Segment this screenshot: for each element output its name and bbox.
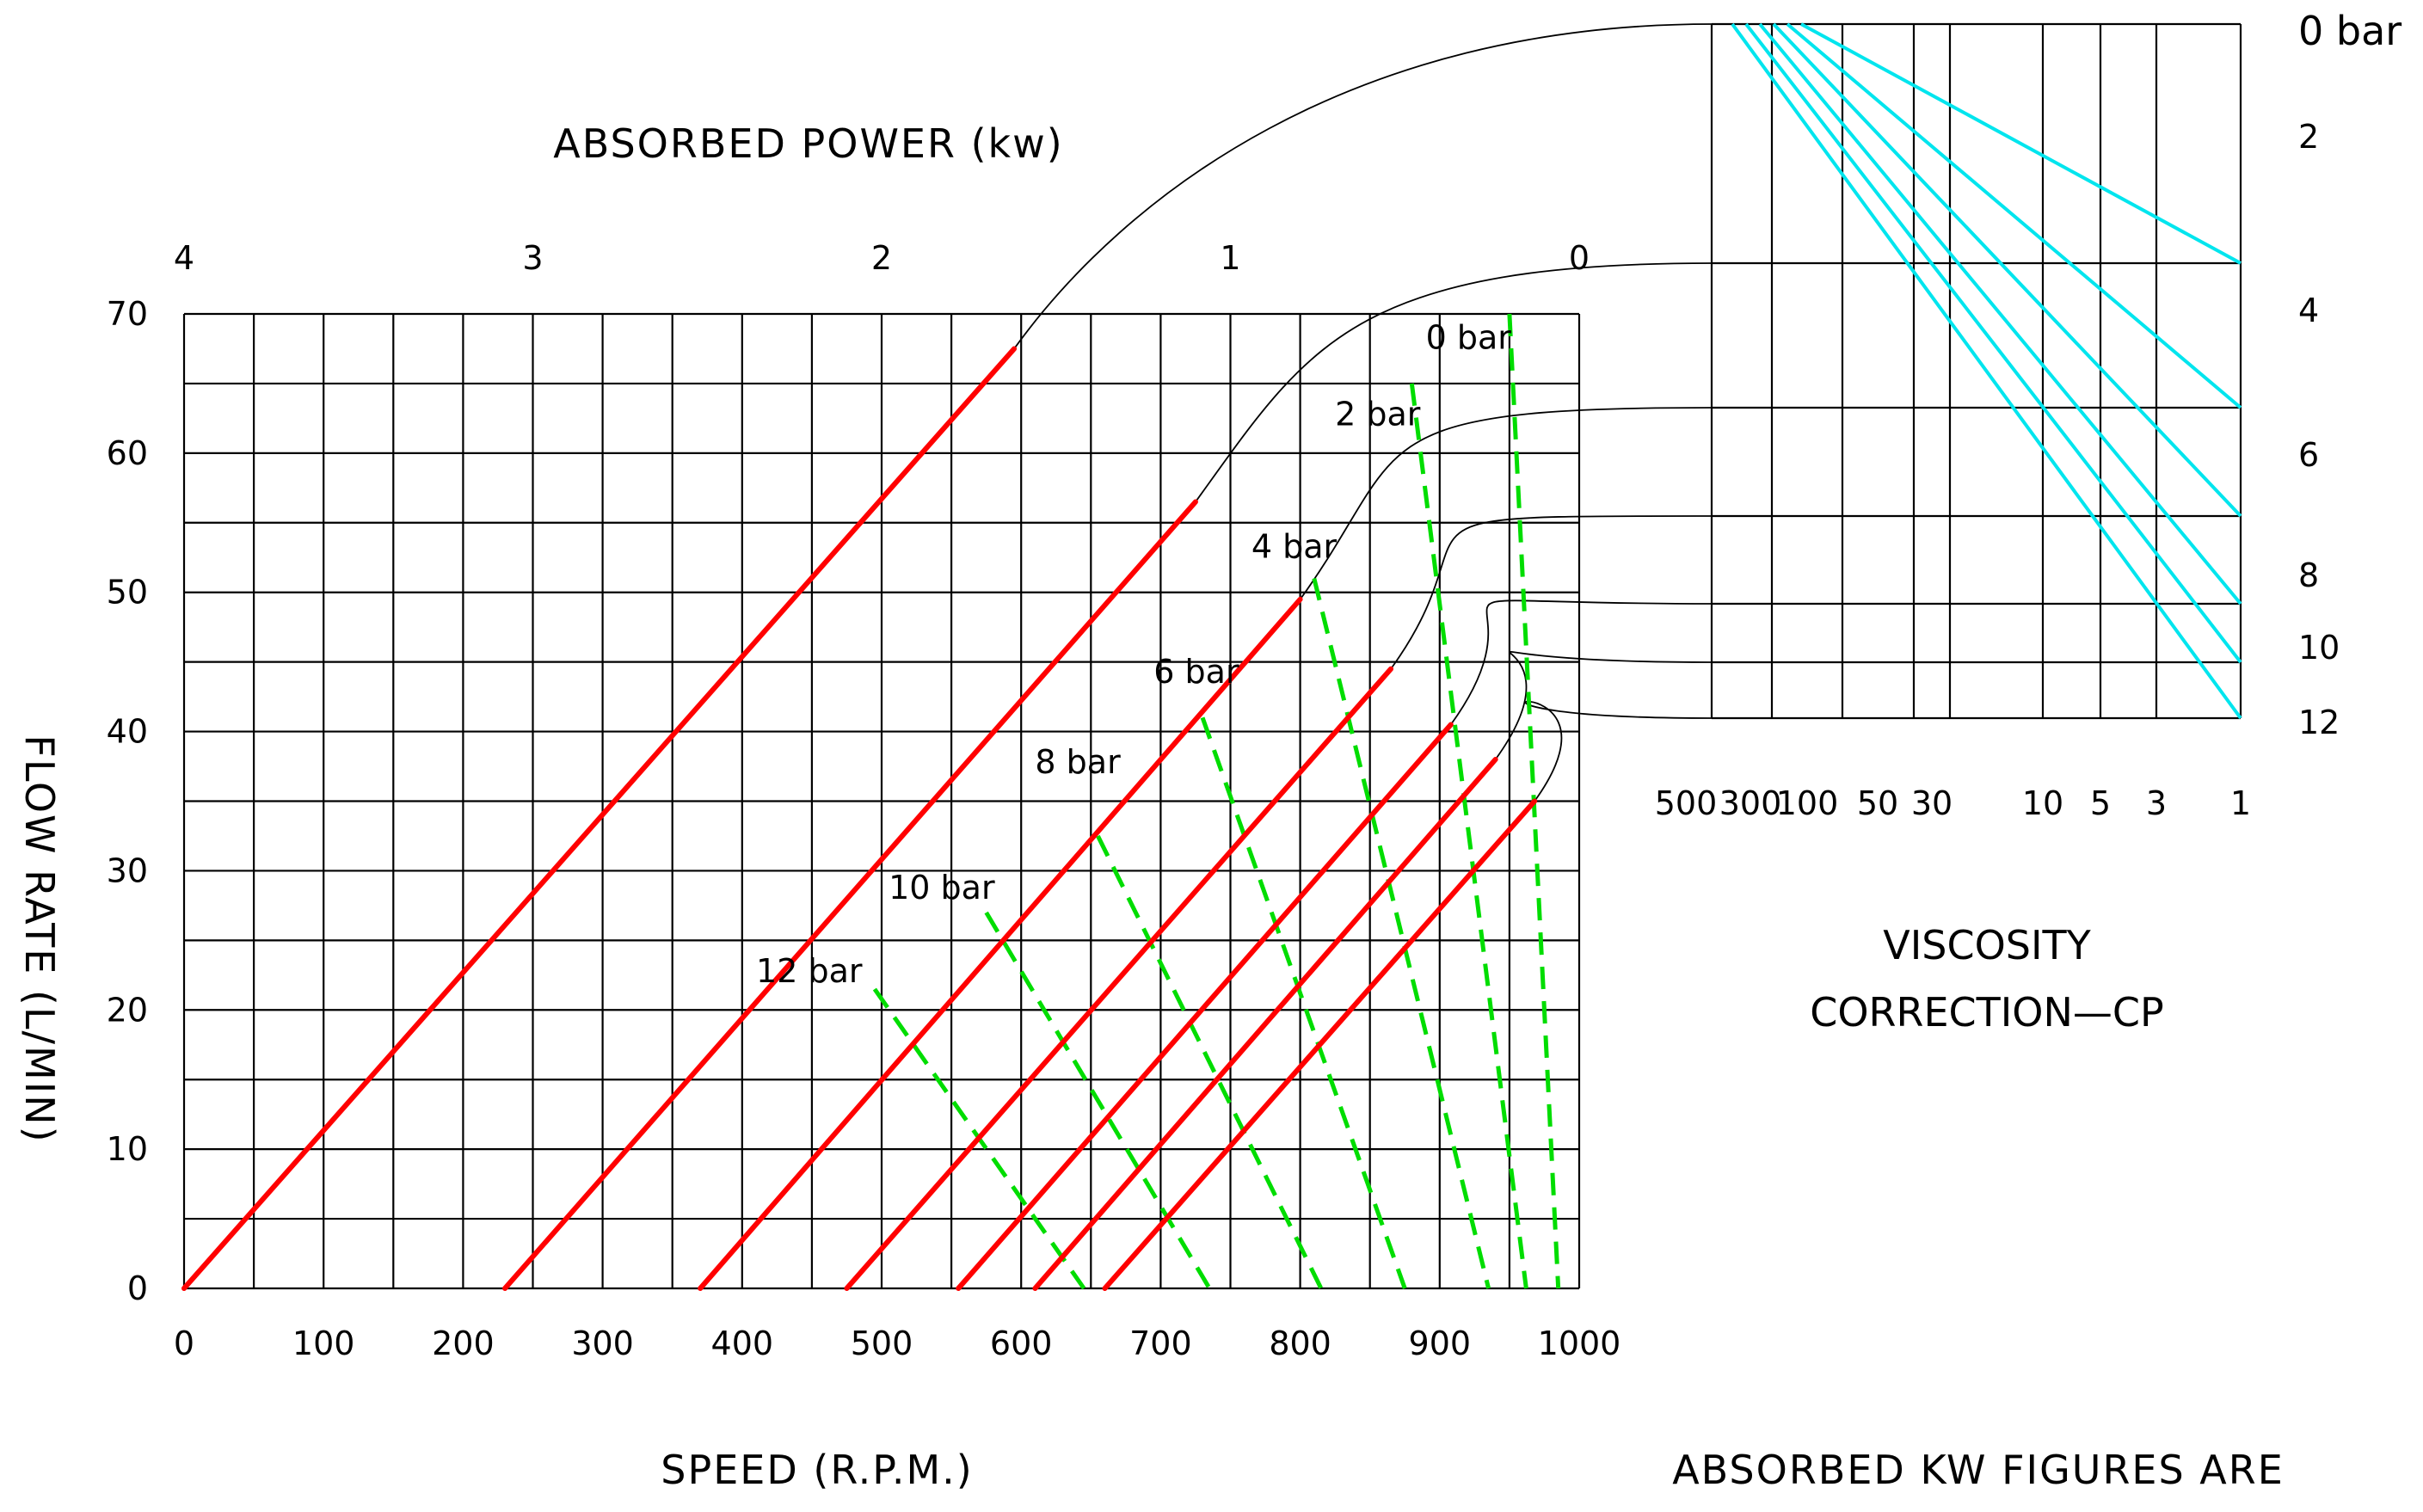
flow-line xyxy=(698,596,1303,1291)
x-tick-label: 100 xyxy=(292,1325,355,1362)
x-tick-label: 0 xyxy=(174,1325,194,1362)
pressure-label: 4 bar xyxy=(1251,527,1338,565)
viscosity-tick-label: 5 xyxy=(2090,784,2111,822)
pressure-label: 2 bar xyxy=(1335,395,1421,433)
viscosity-grid xyxy=(1710,22,2242,720)
viscosity-tick-label: 300 xyxy=(1719,784,1782,822)
pressure-label: 10 bar xyxy=(889,869,995,907)
power-tick-label: 1 xyxy=(1220,239,1240,277)
tick-labels: 0 100 200 300 400 500 600 700 800 900 100001020304… xyxy=(107,8,2402,1362)
viscosity-line xyxy=(1772,22,2242,518)
chart-title: ABSORBED POWER (kw) xyxy=(553,120,1063,167)
power-line xyxy=(1200,716,1407,1289)
viscosity-title-line-2: CORRECTION—CP xyxy=(1810,989,2164,1036)
y-tick-label: 30 xyxy=(107,851,148,889)
connector-curve xyxy=(1390,515,1713,670)
x-tick-label: 300 xyxy=(571,1325,634,1362)
x-tick-label: 500 xyxy=(851,1325,913,1362)
viscosity-pressure-label: 12 xyxy=(2298,704,2340,741)
viscosity-tick-label: 10 xyxy=(2022,784,2063,822)
connector-curve xyxy=(1195,262,1713,503)
flow-line xyxy=(181,346,1018,1291)
x-tick-label: 200 xyxy=(432,1325,495,1362)
flow-line xyxy=(956,722,1454,1291)
x-tick-label: 900 xyxy=(1409,1325,1472,1362)
connector-curve xyxy=(1299,407,1713,600)
viscosity-pressure-label: 2 xyxy=(2298,118,2319,156)
flow-line xyxy=(1032,756,1498,1291)
pressure-label: 12 bar xyxy=(756,952,863,990)
viscosity-line xyxy=(1731,22,2242,720)
connector-curve xyxy=(1013,23,1713,349)
y-tick-label: 20 xyxy=(107,991,148,1029)
power-line xyxy=(1312,577,1491,1289)
power-line xyxy=(984,911,1212,1290)
y-tick-label: 60 xyxy=(107,434,148,472)
pressure-label: 8 bar xyxy=(1035,743,1121,781)
viscosity-pressure-label: 4 xyxy=(2298,292,2319,329)
flow-lines xyxy=(181,346,1538,1291)
flow-line xyxy=(502,499,1198,1291)
viscosity-pressure-label: 10 xyxy=(2298,629,2340,667)
viscosity-pressure-label: 6 xyxy=(2298,436,2319,474)
power-line xyxy=(1096,834,1324,1290)
viscosity-tick-label: 100 xyxy=(1776,784,1839,822)
x-tick-label: 1000 xyxy=(1538,1325,1621,1362)
viscosity-lines xyxy=(1731,22,2242,720)
viscosity-line xyxy=(1800,22,2242,265)
viscosity-tick-label: 500 xyxy=(1655,784,1718,822)
x-tick-label: 700 xyxy=(1129,1325,1192,1362)
viscosity-tick-label: 30 xyxy=(1911,784,1953,822)
y-tick-label: 10 xyxy=(107,1130,148,1168)
viscosity-pressure-label: 0 bar xyxy=(2298,8,2401,54)
power-tick-label: 3 xyxy=(522,239,543,277)
y-tick-label: 70 xyxy=(107,295,148,333)
x-tick-label: 600 xyxy=(990,1325,1053,1362)
power-tick-label: 2 xyxy=(871,239,892,277)
viscosity-tick-label: 1 xyxy=(2230,784,2251,822)
connector-curves xyxy=(1013,23,1713,802)
viscosity-title-line-1: VISCOSITY xyxy=(1883,922,2091,968)
power-line xyxy=(1409,383,1528,1289)
viscosity-pressure-label: 8 xyxy=(2298,556,2319,594)
connector-curve xyxy=(1450,599,1713,726)
pressure-label: 0 bar xyxy=(1426,318,1512,356)
pressure-label: 6 bar xyxy=(1153,653,1239,691)
y-tick-label: 40 xyxy=(107,713,148,751)
y-tick-label: 50 xyxy=(107,574,148,612)
flow-line xyxy=(844,666,1394,1291)
power-tick-label: 0 xyxy=(1569,239,1590,277)
y-axis-label: FLOW RATE (L/MIN) xyxy=(16,734,63,1143)
x-axis-label: SPEED (R.P.M.) xyxy=(661,1447,973,1493)
x-tick-label: 400 xyxy=(711,1325,774,1362)
footnote: ABSORBED KW FIGURES ARE xyxy=(1672,1447,2285,1493)
power-tick-label: 4 xyxy=(174,239,194,277)
chart-labels: ABSORBED POWER (kw) SPEED (R.P.M.) FLOW … xyxy=(16,120,2285,1493)
viscosity-tick-label: 50 xyxy=(1857,784,1898,822)
flow-line xyxy=(1102,798,1538,1291)
viscosity-tick-label: 3 xyxy=(2146,784,2167,822)
main-grid xyxy=(182,312,1581,1290)
viscosity-line xyxy=(1786,22,2242,409)
viscosity-line xyxy=(1744,22,2242,664)
x-tick-label: 800 xyxy=(1269,1325,1331,1362)
y-tick-label: 0 xyxy=(127,1269,148,1307)
viscosity-line xyxy=(1758,22,2242,605)
connector-curve xyxy=(1494,650,1713,760)
